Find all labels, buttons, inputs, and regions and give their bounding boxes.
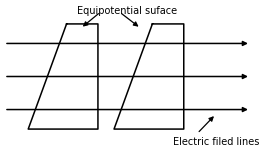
Text: Equipotential suface: Equipotential suface [77,6,178,16]
Text: Electric filed lines: Electric filed lines [173,137,259,147]
